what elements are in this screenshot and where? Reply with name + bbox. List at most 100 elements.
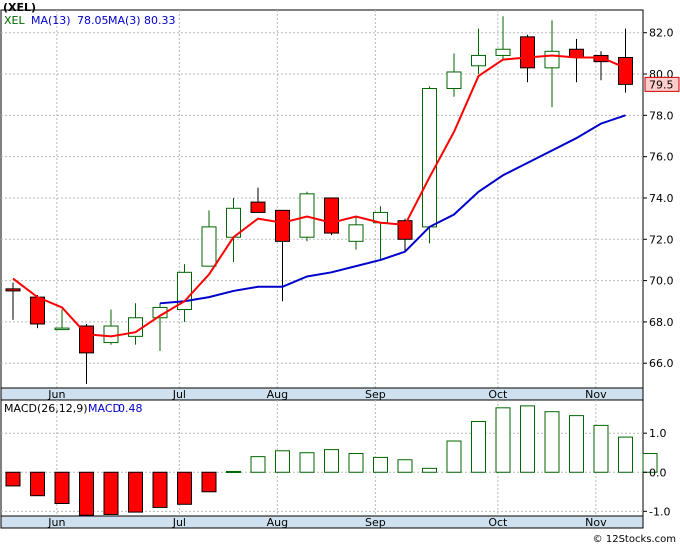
price-x-tick-label: Oct — [488, 388, 508, 401]
chart-title: (XEL) — [3, 1, 36, 14]
price-plot-frame — [0, 9, 644, 389]
price-x-tick-label: Aug — [267, 388, 288, 401]
macd-legend: MACD(26,12,9) MACD 0.48 — [4, 402, 143, 415]
price-y-tick-label: 68.0 — [649, 316, 674, 329]
candle-body — [324, 197, 339, 234]
macd-bar — [593, 424, 609, 473]
macd-legend-label: MACD — [88, 402, 121, 415]
candle-body — [618, 57, 633, 85]
price-x-tick-label: Jul — [172, 388, 186, 401]
candle-body — [422, 87, 437, 228]
macd-bar — [103, 471, 119, 515]
macd-bar — [299, 452, 315, 473]
price-x-axis-band — [0, 387, 644, 401]
candle-body — [103, 325, 119, 344]
price-x-axis-labels: Jun Jul Aug Sep Oct Nov — [47, 388, 607, 401]
candle-body — [250, 201, 266, 213]
macd-bar — [373, 456, 388, 473]
macd-x-axis-band — [0, 515, 644, 529]
candle — [324, 197, 339, 236]
macd-x-tick-label: Oct — [488, 516, 508, 529]
macd-bar — [250, 456, 266, 473]
candle — [520, 34, 535, 83]
macd-x-tick-label: Sep — [365, 516, 386, 529]
price-y-tick-label: 76.0 — [649, 151, 674, 164]
watermark: © 12Stocks.com — [593, 534, 676, 545]
candle — [5, 282, 21, 320]
candle — [79, 323, 94, 384]
candle-body — [79, 325, 94, 354]
candle — [348, 216, 364, 250]
macd-bar — [520, 405, 535, 473]
price-y-tick-label: 82.0 — [649, 27, 674, 40]
price-x-tick-label: Jun — [47, 388, 65, 401]
price-panel: Jun Jul Aug Sep Oct Nov 66.0 68.0 70.0 72.0 74.0 7… — [0, 9, 680, 401]
candle — [250, 187, 266, 213]
macd-legend-value: 0.48 — [118, 402, 143, 415]
price-legend: XEL MA(13) 78.05 MA(3) 80.33 — [4, 14, 176, 27]
macd-bar — [5, 471, 21, 487]
price-y-tick-label: 72.0 — [649, 233, 674, 246]
price-y-tick-label: 70.0 — [649, 275, 674, 288]
macd-bar — [152, 471, 168, 508]
macd-bar — [544, 411, 560, 473]
macd-bar — [422, 467, 437, 473]
last-price-label: 79.5 — [649, 78, 674, 91]
price-grid — [1, 10, 643, 388]
last-price-tag: 79.5 — [644, 76, 680, 92]
candle — [54, 309, 70, 331]
macd-x-tick-label: Aug — [267, 516, 288, 529]
macd-x-tick-label: Nov — [585, 516, 607, 529]
legend-ma-short-label: MA(3) — [108, 14, 141, 27]
macd-x-axis-labels: Jun Jul Aug Sep Oct Nov — [47, 516, 607, 529]
macd-bar — [569, 415, 584, 473]
price-x-tick-label: Nov — [585, 388, 607, 401]
candle-body — [520, 36, 535, 69]
candle — [618, 28, 633, 93]
macd-bar — [471, 420, 486, 473]
candle-body — [446, 71, 462, 89]
macd-bar — [495, 407, 511, 473]
macd-bar — [642, 453, 658, 473]
macd-bar — [348, 453, 364, 473]
candle-body — [348, 224, 364, 242]
macd-bar — [226, 470, 241, 473]
candle — [471, 28, 486, 75]
legend-ma-long-value: 78.05 — [77, 14, 109, 27]
ma-short-line — [12, 54, 626, 338]
macd-x-tick-label: Jun — [47, 516, 65, 529]
macd-y-tick-label: -1.0 — [649, 505, 670, 518]
price-y-tick-label: 74.0 — [649, 192, 674, 205]
macd-bar — [177, 471, 192, 505]
price-y-tick-label: 78.0 — [649, 109, 674, 122]
macd-bar — [275, 450, 290, 473]
macd-bar — [54, 471, 70, 505]
macd-bar — [618, 436, 633, 473]
candlestick-series — [5, 16, 633, 384]
ma-long-line — [159, 114, 626, 305]
candle-body — [5, 288, 21, 292]
candle-body — [201, 226, 217, 267]
macd-y-tick-label: 0.0 — [649, 466, 667, 479]
candle-body — [544, 50, 560, 69]
macd-bar — [128, 471, 143, 513]
candle — [422, 86, 437, 244]
macd-bar-series — [5, 405, 658, 516]
macd-bar — [397, 459, 413, 473]
macd-bar — [324, 449, 339, 473]
macd-bar — [79, 471, 94, 516]
last-price-box — [644, 76, 680, 92]
candle-body — [275, 209, 290, 242]
macd-y-tick-label: 1.0 — [649, 427, 667, 440]
legend-ma-long-label: MA(13) — [31, 14, 71, 27]
macd-bar — [446, 440, 462, 473]
candle-body — [30, 296, 45, 325]
legend-symbol: XEL — [4, 14, 25, 27]
macd-bar — [30, 471, 45, 497]
macd-title: MACD(26,12,9) — [4, 402, 88, 415]
macd-bar — [201, 471, 217, 493]
legend-ma-short-value: 80.33 — [144, 14, 176, 27]
macd-x-tick-label: Jul — [172, 516, 186, 529]
price-y-tick-label: 66.0 — [649, 357, 674, 370]
